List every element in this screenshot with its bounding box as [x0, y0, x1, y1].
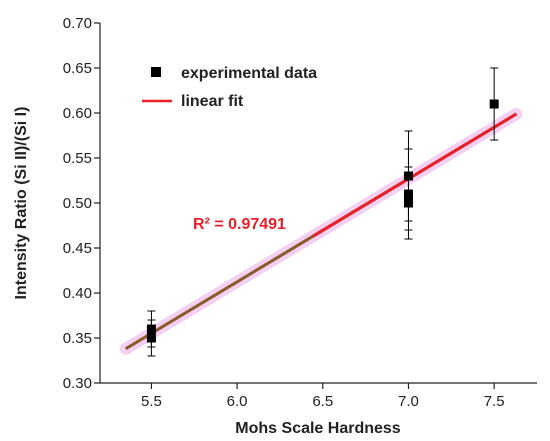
x-tick-label: 6.5 — [312, 393, 333, 410]
legend-label-fit: linear fit — [181, 93, 244, 110]
y-tick-label: 0.45 — [63, 240, 92, 257]
y-tick-label: 0.40 — [63, 285, 92, 302]
y-tick-label: 0.70 — [63, 15, 92, 32]
x-tick-label: 7.0 — [398, 393, 419, 410]
x-tick-label: 6.0 — [227, 393, 248, 410]
legend-marker-experimental — [151, 67, 161, 77]
y-tick-label: 0.65 — [63, 60, 92, 77]
points-layer — [147, 68, 499, 356]
data-point — [404, 199, 413, 208]
x-ticks: 5.5 6.0 6.5 7.0 7.5 — [141, 383, 505, 410]
x-axis-title: Mohs Scale Hardness — [235, 420, 401, 437]
legend: experimental data linear fit — [142, 65, 317, 110]
legend-label-experimental: experimental data — [181, 65, 317, 82]
y-tick-label: 0.55 — [63, 150, 92, 167]
x-tick-label: 5.5 — [141, 393, 162, 410]
fit-line — [313, 114, 516, 236]
data-point — [147, 334, 156, 343]
y-tick-label: 0.60 — [63, 105, 92, 122]
data-point — [490, 100, 499, 109]
y-tick-label: 0.50 — [63, 195, 92, 212]
y-tick-label: 0.30 — [63, 375, 92, 392]
x-tick-label: 7.5 — [484, 393, 505, 410]
y-axis-title: Intensity Ratio (Si II)/(Si I) — [13, 107, 30, 300]
y-ticks: 0.30 0.35 0.40 0.45 0.50 0.55 0.60 0.65 0.70 — [63, 15, 100, 392]
r-squared-annotation: R² = 0.97491 — [193, 216, 286, 233]
fit-layer — [126, 114, 517, 349]
y-tick-label: 0.35 — [63, 330, 92, 347]
